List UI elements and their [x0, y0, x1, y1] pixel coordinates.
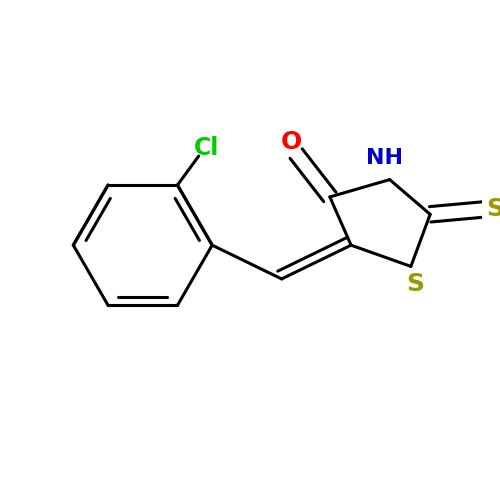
Text: S: S	[486, 198, 500, 222]
Text: NH: NH	[366, 148, 404, 169]
Text: S: S	[406, 272, 424, 296]
Text: Cl: Cl	[194, 136, 219, 160]
Text: O: O	[280, 130, 302, 154]
